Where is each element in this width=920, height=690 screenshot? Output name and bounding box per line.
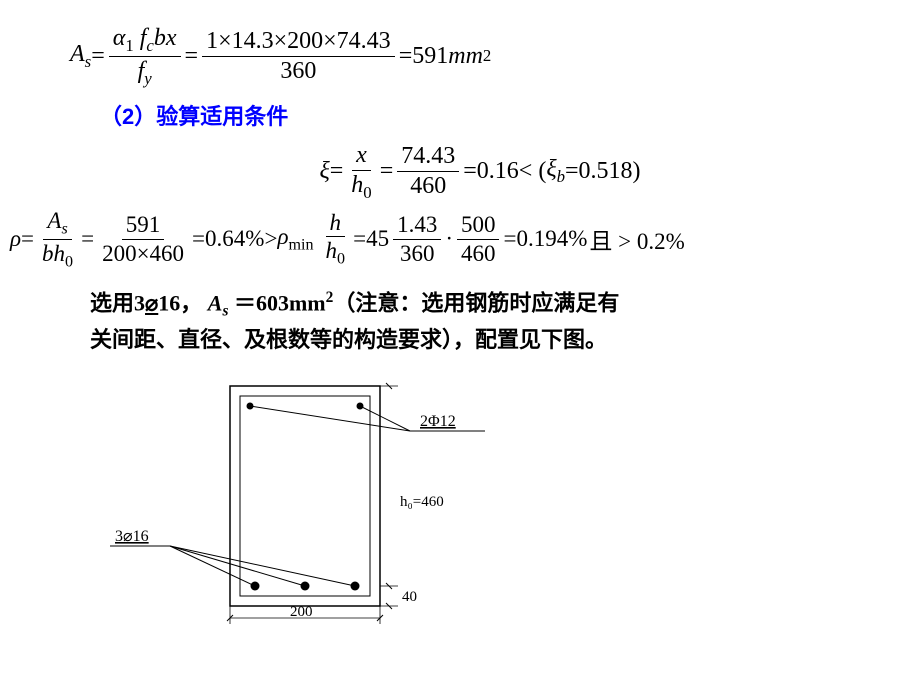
dot: ·: [445, 226, 453, 252]
frac-numeric-3: 500 460: [457, 211, 500, 267]
frac-symbolic: α1 fcbx fy: [109, 24, 181, 89]
equation-rho: ρ = As bh0 = 591 200×460 = 0.64% > ρmin …: [10, 207, 910, 272]
frac-numeric: 1×14.3×200×74.43 360: [202, 27, 395, 86]
equals: =: [81, 226, 94, 252]
svg-text:2Φ12: 2Φ12: [420, 413, 456, 430]
var-rhomin: ρmin: [277, 224, 313, 255]
gt: >: [264, 226, 277, 252]
svg-text:40: 40: [402, 589, 417, 605]
frac-numeric-2: 1.43 360: [393, 211, 441, 267]
lt: < (: [519, 158, 547, 185]
frac-as-bh0: As bh0: [38, 207, 77, 272]
equals: =: [353, 226, 366, 252]
frac-h-h0: h h0: [322, 209, 350, 270]
coef45: 45: [366, 226, 389, 252]
cross-section-svg: 2Φ12 h₀=460 3⌀16 40 200: [90, 376, 590, 636]
equals: =: [503, 226, 516, 252]
xib-value: 0.518: [579, 158, 633, 185]
equals: =: [330, 158, 344, 185]
selection-note: 选用3⌀16， As ＝603mm2（注意：选用钢筋时应满足有 关间距、直径、及…: [90, 286, 910, 356]
paren: ): [633, 158, 641, 185]
unit: mm: [448, 43, 483, 70]
equals: =: [21, 226, 34, 252]
equals: =: [192, 226, 205, 252]
frac-x-h0: x h0: [347, 141, 375, 203]
step2-title: （2）验算适用条件: [100, 99, 910, 131]
equation-as: As = α1 fcbx fy = 1×14.3×200×74.43 360 =…: [70, 24, 910, 89]
rhomin-value: 0.194%: [516, 226, 587, 252]
frac-numeric-1: 591 200×460: [98, 211, 188, 267]
var-xib: ξb: [546, 156, 565, 187]
equals: =: [380, 158, 394, 185]
var-rho: ρ: [10, 226, 21, 252]
svg-text:h₀=460: h₀=460: [400, 494, 444, 510]
xi-value: 0.16: [477, 158, 519, 185]
svg-text:200: 200: [290, 604, 313, 620]
frac-numeric: 74.43 460: [397, 142, 459, 201]
tail-text: 且 > 0.2%: [589, 222, 684, 256]
var-xi: ξ: [319, 158, 329, 185]
result-value: 591: [412, 43, 448, 70]
equals: =: [463, 158, 477, 185]
var-as: As: [70, 41, 91, 72]
equals: =: [185, 43, 199, 70]
rho-value: 0.64%: [205, 226, 264, 252]
equation-xi: ξ = x h0 = 74.43 460 = 0.16 < ( ξb = 0.5…: [50, 141, 910, 203]
unit-sup: 2: [483, 46, 491, 66]
equals: =: [565, 158, 579, 185]
equals: =: [399, 43, 413, 70]
cross-section-diagram: 2Φ12 h₀=460 3⌀16 40 200: [90, 376, 590, 636]
svg-text:3⌀16: 3⌀16: [115, 528, 149, 545]
equals: =: [91, 43, 105, 70]
